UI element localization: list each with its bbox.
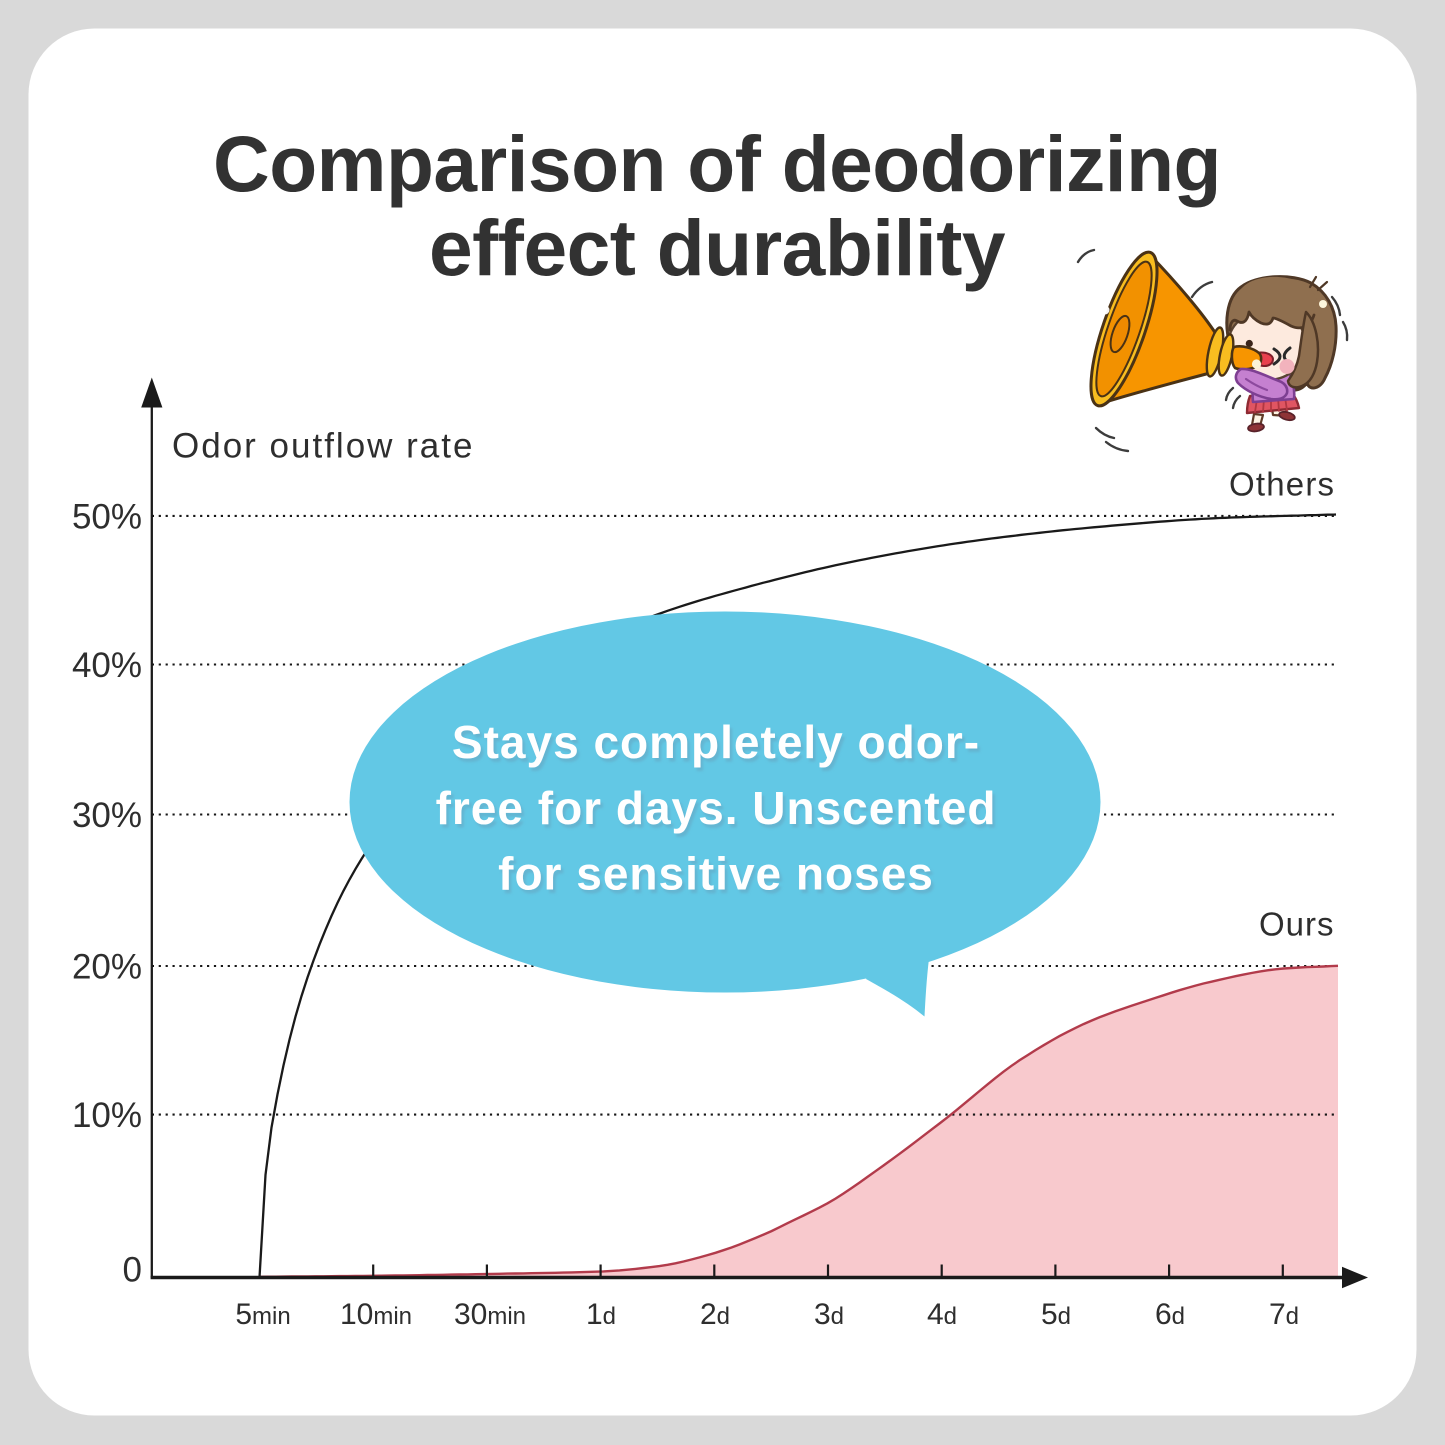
svg-text:5min: 5min <box>235 1298 290 1331</box>
svg-text:50%: 50% <box>72 497 142 536</box>
svg-text:4d: 4d <box>927 1298 957 1331</box>
svg-text:6d: 6d <box>1155 1298 1185 1331</box>
svg-text:40%: 40% <box>72 646 142 685</box>
svg-text:free for days. Unscented: free for days. Unscented <box>436 782 997 834</box>
svg-text:Others: Others <box>1229 466 1335 503</box>
svg-text:20%: 20% <box>72 947 142 986</box>
svg-text:Ours: Ours <box>1259 906 1335 943</box>
svg-text:10%: 10% <box>72 1096 142 1135</box>
svg-text:0: 0 <box>123 1251 142 1290</box>
svg-text:5d: 5d <box>1041 1298 1071 1331</box>
svg-text:30min: 30min <box>454 1298 526 1331</box>
svg-text:30%: 30% <box>72 796 142 835</box>
svg-text:Odor outflow rate: Odor outflow rate <box>172 427 474 466</box>
svg-text:3d: 3d <box>814 1298 844 1331</box>
svg-text:Comparison of deodorizing: Comparison of deodorizing <box>213 120 1221 208</box>
svg-text:7d: 7d <box>1269 1298 1299 1331</box>
svg-text:10min: 10min <box>340 1298 412 1331</box>
svg-text:1d: 1d <box>586 1298 616 1331</box>
svg-text:for sensitive noses: for sensitive noses <box>498 848 934 900</box>
svg-text:Stays completely odor-: Stays completely odor- <box>452 716 980 768</box>
svg-text:2d: 2d <box>700 1298 730 1331</box>
svg-text:effect durability: effect durability <box>429 204 1006 292</box>
